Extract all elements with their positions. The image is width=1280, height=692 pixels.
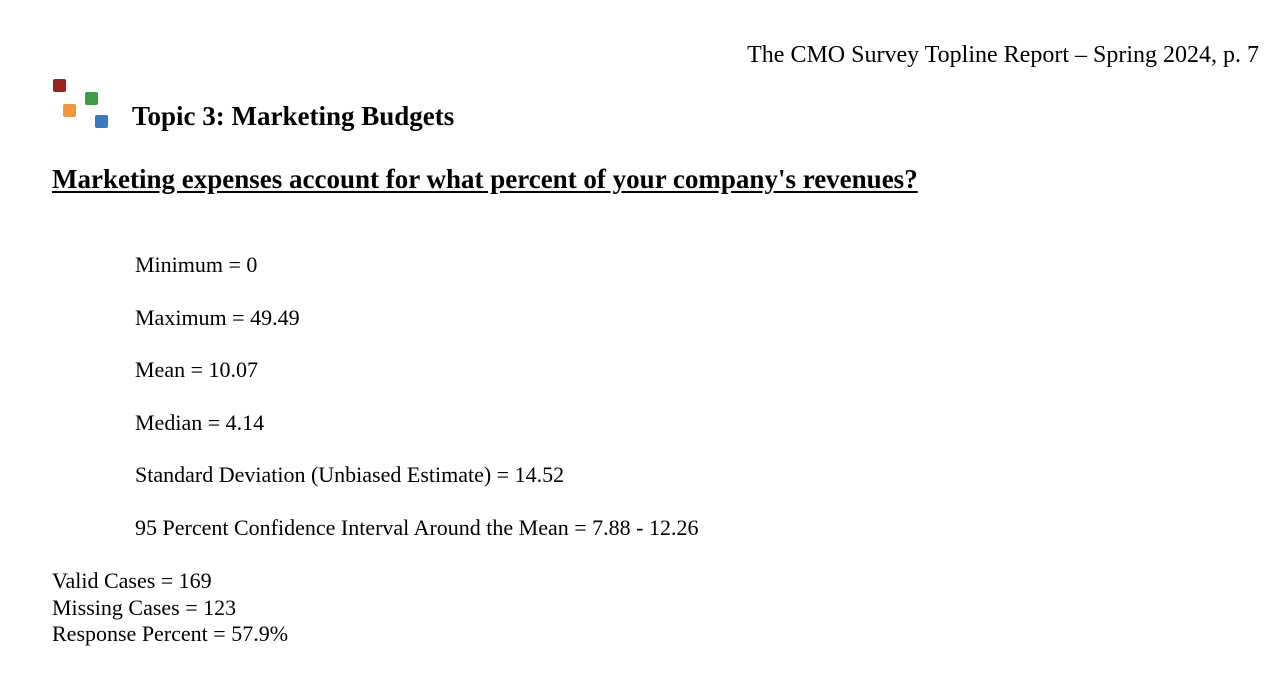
stat-median: Median = 4.14	[135, 409, 265, 435]
statistics-list: Minimum = 0 Maximum = 49.49 Mean = 10.07…	[135, 251, 698, 567]
topic-title: Topic 3: Marketing Budgets	[132, 101, 455, 131]
stat-maximum: Maximum = 49.49	[135, 304, 300, 330]
logo-square-blue	[95, 115, 108, 128]
stat-confidence-interval: 95 Percent Confidence Interval Around th…	[135, 514, 699, 540]
logo-square-orange	[63, 104, 76, 117]
stat-minimum: Minimum = 0	[135, 252, 258, 277]
question-heading: Marketing expenses account for what perc…	[52, 164, 918, 194]
case-summary: Valid Cases = 169 Missing Cases = 123 Re…	[52, 568, 288, 648]
stat-mean: Mean = 10.07	[135, 357, 258, 383]
valid-cases: Valid Cases = 169	[52, 568, 212, 593]
stat-standard-deviation: Standard Deviation (Unbiased Estimate) =…	[135, 462, 565, 488]
survey-logo	[52, 78, 112, 130]
logo-square-green	[85, 92, 98, 105]
page-header: The CMO Survey Topline Report – Spring 2…	[747, 42, 1259, 68]
response-percent: Response Percent = 57.9%	[52, 621, 289, 646]
logo-square-red	[53, 79, 66, 92]
missing-cases: Missing Cases = 123	[52, 594, 237, 620]
